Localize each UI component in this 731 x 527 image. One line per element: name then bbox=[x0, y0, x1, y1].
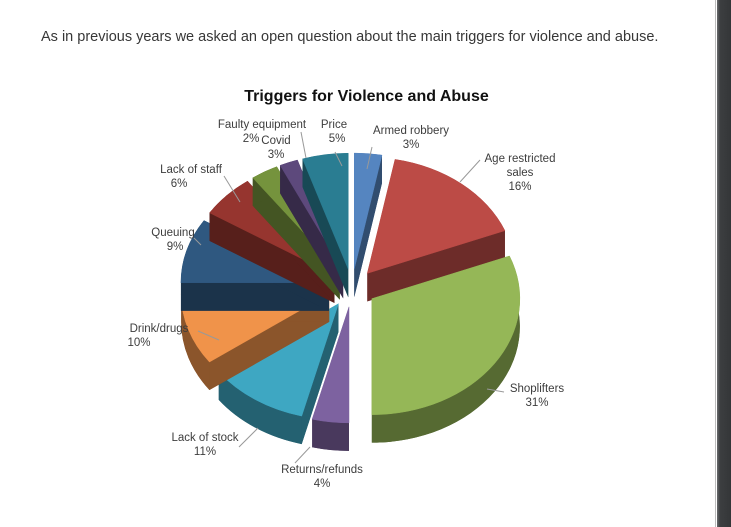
page-right-border bbox=[715, 0, 716, 527]
pie-slice-armed-robbery bbox=[354, 152, 383, 298]
slice-leader-lack-of-staff bbox=[223, 175, 241, 203]
slice-label-returns-refunds: Returns/refunds 4% bbox=[281, 464, 363, 490]
slice-leader-price bbox=[334, 151, 343, 167]
slice-label-drink-drugs: Drink/drugs 10% bbox=[127, 323, 188, 349]
slice-label-lack-of-stock: Lack of stock 11% bbox=[171, 432, 238, 458]
slice-label-covid: Covid 3% bbox=[261, 135, 290, 161]
slice-leader-queuing bbox=[193, 237, 202, 246]
slice-label-faulty-equipment: Faulty equipment 2% bbox=[218, 119, 307, 145]
slice-label-age-restricted-sales: Age restricted sales 16% bbox=[485, 153, 556, 193]
slice-leader-lack-of-stock bbox=[238, 427, 259, 448]
slice-leader-returns-refunds bbox=[294, 446, 311, 464]
chart-title: Triggers for Violence and Abuse bbox=[244, 88, 489, 105]
intro-text: As in previous years we asked an open qu… bbox=[41, 29, 659, 45]
pie-slice-returns-refunds bbox=[311, 306, 350, 451]
slice-leader-drink-drugs bbox=[197, 330, 220, 341]
slice-leader-armed-robbery bbox=[366, 146, 373, 170]
slice-leader-shoplifters bbox=[486, 388, 505, 393]
slice-label-price: Price 5% bbox=[321, 119, 347, 145]
pie-slice-age-restricted-sales bbox=[366, 159, 506, 302]
slice-leader-faulty-equipment bbox=[300, 131, 307, 159]
slice-label-shoplifters: Shoplifters 31% bbox=[510, 383, 565, 409]
slice-label-queuing: Queuing 9% bbox=[151, 227, 194, 253]
pie-slice-shoplifters bbox=[371, 255, 521, 443]
pie-slice-lack-of-stock bbox=[218, 303, 339, 445]
pie-slice-price bbox=[302, 152, 349, 298]
slice-label-lack-of-staff: Lack of staff 6% bbox=[160, 164, 223, 190]
window-edge-strip bbox=[717, 0, 731, 527]
slice-leader-age-restricted-sales bbox=[459, 159, 481, 183]
slice-label-armed-robbery: Armed robbery 3% bbox=[373, 125, 449, 151]
